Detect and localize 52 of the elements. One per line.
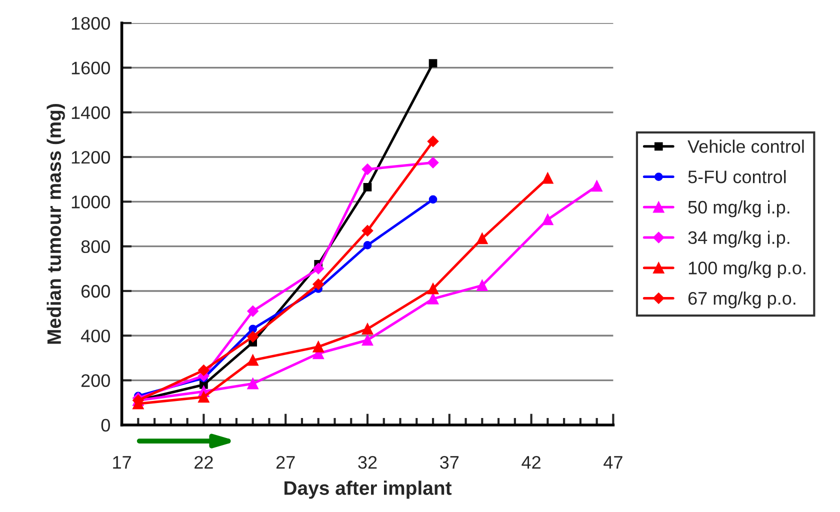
x-tick-label: 17 — [113, 456, 131, 469]
point — [198, 391, 210, 403]
point — [247, 378, 258, 390]
point — [312, 263, 324, 274]
x-tick-label: 42 — [522, 456, 540, 469]
point — [542, 214, 554, 226]
legend-label: 100 mg/kg p.o. — [688, 261, 806, 278]
y-tick-label: 1600 — [72, 62, 110, 74]
point — [362, 334, 374, 346]
legend-label: 34 mg/kg i.p. — [688, 230, 790, 248]
point — [363, 241, 372, 250]
y-tick-label: 1000 — [72, 196, 110, 208]
legend-label: Vehicle control — [688, 140, 804, 153]
x-tick-label: 22 — [194, 456, 213, 469]
point — [362, 323, 374, 334]
point — [428, 195, 438, 204]
y-tick-label: 800 — [81, 240, 110, 254]
point — [542, 172, 554, 184]
y-tick-label: 1800 — [72, 16, 110, 30]
point — [247, 354, 258, 366]
point — [248, 324, 258, 334]
legend-label: 67 mg/kg p.o. — [688, 292, 796, 308]
x-axis-title: Days after implant — [284, 480, 452, 499]
y-tick-label: 400 — [80, 330, 110, 342]
y-tick-label: 600 — [81, 284, 110, 298]
point — [427, 283, 439, 294]
point — [427, 136, 439, 147]
point — [476, 232, 488, 244]
point — [312, 278, 324, 290]
x-tick-label: 32 — [358, 456, 377, 469]
x-tick-label: 47 — [604, 456, 622, 469]
point — [476, 280, 488, 291]
x-tick-label: 37 — [440, 456, 459, 469]
y-tick-label: 1200 — [72, 150, 110, 164]
point — [591, 180, 602, 192]
point — [362, 164, 374, 175]
point — [363, 182, 372, 192]
point — [427, 293, 439, 304]
y-tick-label: 200 — [81, 374, 110, 388]
point — [198, 364, 210, 376]
point — [247, 331, 258, 342]
x-tick-label: 27 — [276, 456, 295, 469]
point — [428, 59, 438, 68]
point — [362, 225, 374, 236]
point — [312, 341, 324, 352]
legend-label: 50 mg/kg i.p. — [688, 200, 790, 218]
y-tick-label: 0 — [101, 418, 110, 432]
point — [247, 305, 258, 317]
legend-label: 5-FU control — [688, 170, 786, 184]
y-tick-label: 1400 — [72, 106, 110, 120]
point — [427, 156, 439, 168]
y-axis-title: Median tumour mass (mg) — [46, 104, 65, 344]
